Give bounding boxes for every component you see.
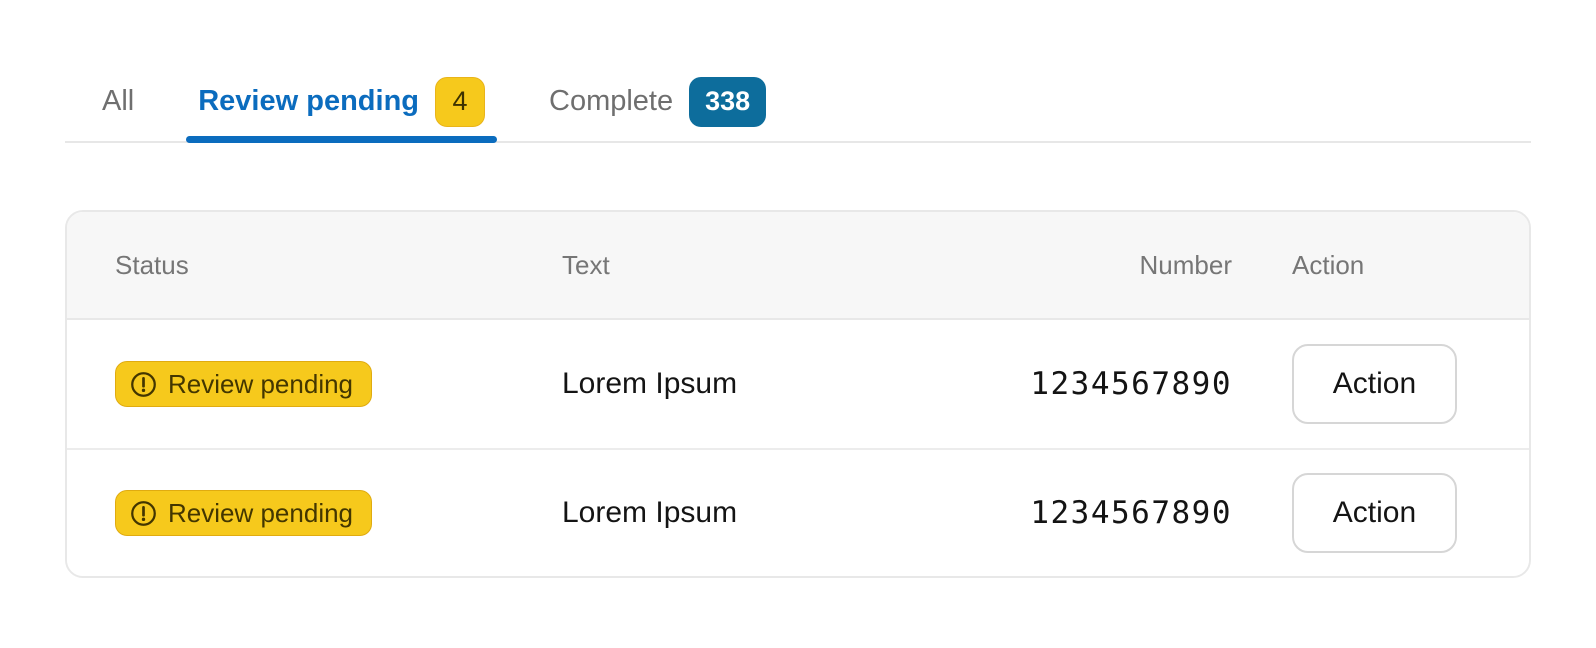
column-header-action: Action — [1292, 249, 1365, 280]
action-button[interactable]: Action — [1292, 344, 1457, 424]
table-header-row: Status Text Number Action — [67, 212, 1529, 320]
status-badge: Review pending — [115, 361, 373, 407]
text-cell: Lorem Ipsum — [562, 496, 738, 529]
tab-bar: All Review pending 4 Complete 338 — [65, 74, 1531, 143]
status-badge-label: Review pending — [168, 368, 354, 399]
status-cell: Review pending — [115, 490, 562, 536]
review-pending-count-badge: 4 — [435, 76, 485, 127]
tab-complete-label: Complete — [549, 85, 674, 117]
alert-circle-icon — [130, 371, 157, 398]
column-header-status: Status — [115, 249, 189, 280]
column-header-text: Text — [562, 249, 610, 280]
tab-review-pending-label: Review pending — [198, 85, 419, 117]
action-cell: Action — [1232, 344, 1529, 424]
tab-all[interactable]: All — [90, 74, 146, 141]
table-row: Review pending Lorem Ipsum 1234567890 Ac… — [67, 320, 1529, 448]
tab-list: All Review pending 4 Complete 338 — [65, 74, 1531, 143]
tab-complete[interactable]: Complete 338 — [537, 74, 778, 141]
number-cell: 1234567890 — [1030, 495, 1232, 531]
tab-review-pending[interactable]: Review pending 4 — [186, 74, 497, 143]
status-badge-label: Review pending — [168, 497, 354, 528]
action-button[interactable]: Action — [1292, 473, 1457, 553]
results-table: Status Text Number Action Review pending — [65, 210, 1531, 578]
number-cell: 1234567890 — [1030, 366, 1232, 402]
alert-circle-icon — [130, 500, 157, 527]
column-header-number: Number — [1139, 249, 1232, 280]
tab-all-label: All — [102, 85, 135, 117]
page-content: All Review pending 4 Complete 338 Status… — [65, 74, 1531, 578]
status-cell: Review pending — [115, 361, 562, 407]
table-row: Review pending Lorem Ipsum 1234567890 Ac… — [67, 448, 1529, 576]
action-cell: Action — [1232, 473, 1529, 553]
status-badge: Review pending — [115, 490, 373, 536]
complete-count-badge: 338 — [689, 76, 767, 127]
text-cell: Lorem Ipsum — [562, 367, 738, 400]
